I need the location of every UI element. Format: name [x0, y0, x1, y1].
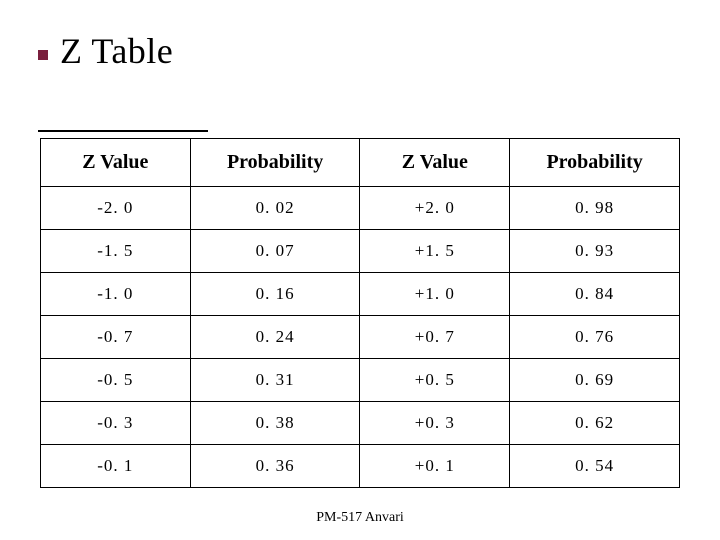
table-cell: -0. 5: [41, 359, 191, 402]
table-cell: 0. 31: [190, 359, 360, 402]
table-row: -0. 70. 24+0. 70. 76: [41, 316, 680, 359]
table-cell: 0. 07: [190, 230, 360, 273]
slide: Z Table Z Value Probability Z Value Prob…: [0, 0, 720, 540]
table-cell: 0. 84: [510, 273, 680, 316]
footer-text: PM-517 Anvari: [0, 510, 720, 526]
table-cell: -1. 0: [41, 273, 191, 316]
table-cell: 0. 76: [510, 316, 680, 359]
table-cell: 0. 98: [510, 187, 680, 230]
col-header: Z Value: [41, 139, 191, 187]
title-underline: [38, 130, 208, 132]
table-row: -1. 00. 16+1. 00. 84: [41, 273, 680, 316]
table-cell: +0. 1: [360, 445, 510, 488]
table-cell: 0. 24: [190, 316, 360, 359]
table-cell: -2. 0: [41, 187, 191, 230]
table-cell: 0. 54: [510, 445, 680, 488]
col-header: Probability: [190, 139, 360, 187]
table-cell: +2. 0: [360, 187, 510, 230]
table-cell: -0. 1: [41, 445, 191, 488]
title-block: Z Table: [60, 30, 690, 72]
z-table: Z Value Probability Z Value Probability …: [40, 138, 680, 488]
col-header: Z Value: [360, 139, 510, 187]
table-cell: -1. 5: [41, 230, 191, 273]
table-cell: -0. 7: [41, 316, 191, 359]
table-cell: +1. 0: [360, 273, 510, 316]
page-title: Z Table: [60, 30, 690, 72]
table-cell: -0. 3: [41, 402, 191, 445]
table-header-row: Z Value Probability Z Value Probability: [41, 139, 680, 187]
table-row: -0. 50. 31+0. 50. 69: [41, 359, 680, 402]
table-row: -1. 50. 07+1. 50. 93: [41, 230, 680, 273]
table-row: -2. 00. 02+2. 00. 98: [41, 187, 680, 230]
table-cell: 0. 62: [510, 402, 680, 445]
table-row: -0. 30. 38+0. 30. 62: [41, 402, 680, 445]
table-cell: +0. 5: [360, 359, 510, 402]
table-cell: 0. 16: [190, 273, 360, 316]
accent-square-icon: [38, 50, 48, 60]
table-cell: 0. 69: [510, 359, 680, 402]
table-cell: 0. 36: [190, 445, 360, 488]
table-cell: 0. 02: [190, 187, 360, 230]
table-cell: +1. 5: [360, 230, 510, 273]
col-header: Probability: [510, 139, 680, 187]
table-cell: +0. 7: [360, 316, 510, 359]
table-cell: +0. 3: [360, 402, 510, 445]
table-cell: 0. 38: [190, 402, 360, 445]
table-row: -0. 10. 36+0. 10. 54: [41, 445, 680, 488]
table-cell: 0. 93: [510, 230, 680, 273]
